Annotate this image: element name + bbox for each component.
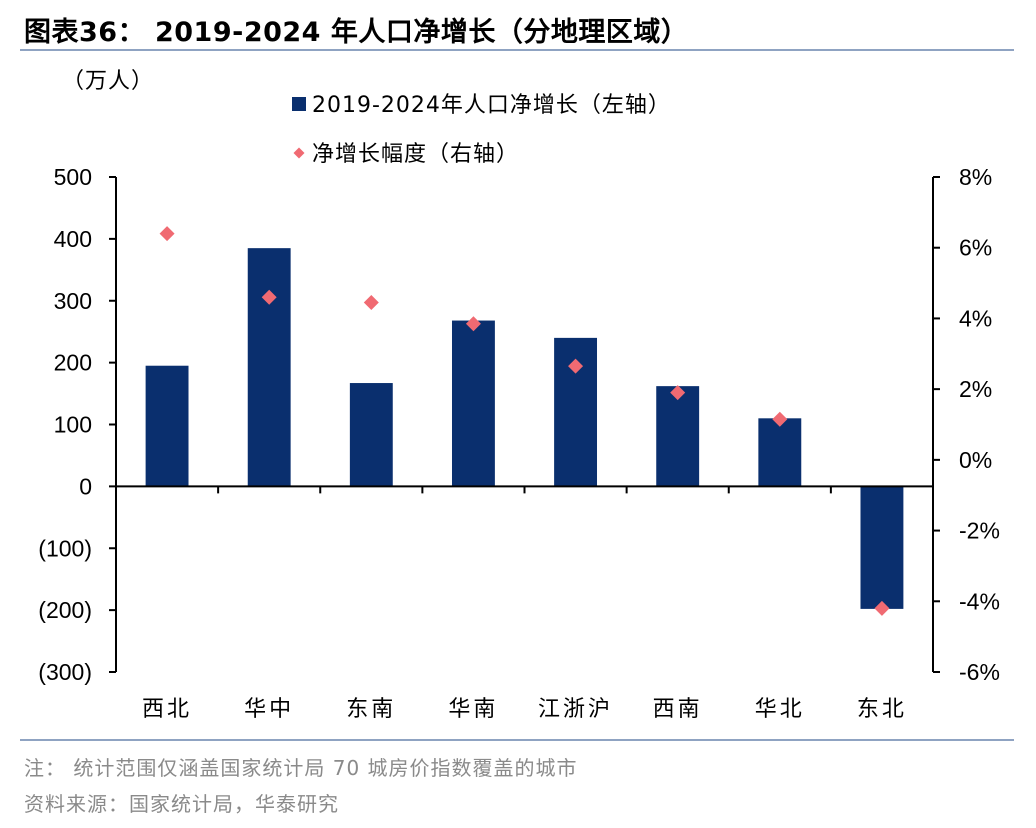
category-label: 江浙沪 (538, 697, 613, 722)
right-tick-label: 0% (959, 447, 992, 473)
right-tick-label: 6% (959, 235, 992, 261)
category-label: 西南 (653, 697, 703, 722)
left-axis-unit: （万人） (62, 69, 154, 94)
title-divider (20, 49, 1014, 51)
source-note: 资料来源：国家统计局，华泰研究 (24, 792, 339, 816)
bar-5 (656, 386, 700, 487)
chart-svg: （万人） 2019-2024年人口净增长（左轴）净增长幅度（右轴） (300)(… (38, 69, 1000, 722)
legend-point-label: 净增长幅度（右轴） (312, 142, 519, 167)
bar-0 (145, 365, 189, 487)
scatter-point-6 (772, 411, 788, 427)
bar-3 (451, 320, 495, 487)
left-tick-label: 400 (54, 226, 92, 252)
scatter-point-2 (363, 295, 379, 311)
plot-area: (300) (200) (100) 0 100 200 300 400 500 -6% -4% -2%… (38, 164, 1000, 722)
right-tick-label: 2% (959, 376, 992, 402)
chart-title: 图表36： 2019-2024 年人口净增长（分地理区域） (24, 17, 689, 48)
scatter-point-7 (874, 600, 890, 616)
scatter-point-5 (670, 385, 686, 401)
bar-7 (860, 486, 904, 609)
scatter-point-0 (159, 226, 175, 242)
left-tick-label: 500 (54, 164, 92, 190)
legend-bar-swatch (292, 97, 306, 111)
left-tick-label: 200 (54, 350, 92, 376)
left-tick-label: 0 (79, 473, 92, 499)
left-tick-label: 100 (54, 412, 92, 438)
category-label: 东南 (346, 697, 396, 722)
scatter-point-3 (465, 316, 481, 332)
scatter-point-1 (261, 289, 277, 305)
left-tick-label: 300 (54, 288, 92, 314)
bar-2 (349, 383, 393, 487)
category-label: 西北 (142, 697, 192, 722)
bar-6 (758, 418, 802, 487)
scatter-point-4 (568, 358, 584, 374)
footnote: 注： 统计范围仅涵盖国家统计局 70 城房价指数覆盖的城市 (24, 756, 578, 780)
legend-bar-label: 2019-2024年人口净增长（左轴） (312, 93, 671, 118)
bar-1 (247, 248, 291, 487)
category-label: 东北 (857, 697, 907, 722)
right-tick-label: 4% (959, 305, 992, 331)
legend-point-swatch (293, 147, 305, 159)
left-tick-label: (200) (38, 597, 92, 623)
right-tick-label: 8% (959, 164, 992, 190)
left-tick-label: (100) (38, 535, 92, 561)
legend: 2019-2024年人口净增长（左轴） 净增长幅度（右轴） (292, 93, 671, 167)
category-label: 华中 (244, 697, 294, 722)
footer-divider (20, 739, 1014, 741)
right-tick-label: -2% (959, 518, 1000, 544)
right-tick-label: -6% (959, 659, 1000, 685)
category-label: 华南 (448, 697, 498, 722)
left-tick-label: (300) (38, 659, 92, 685)
right-tick-label: -4% (959, 588, 1000, 614)
category-label: 华北 (755, 697, 805, 722)
